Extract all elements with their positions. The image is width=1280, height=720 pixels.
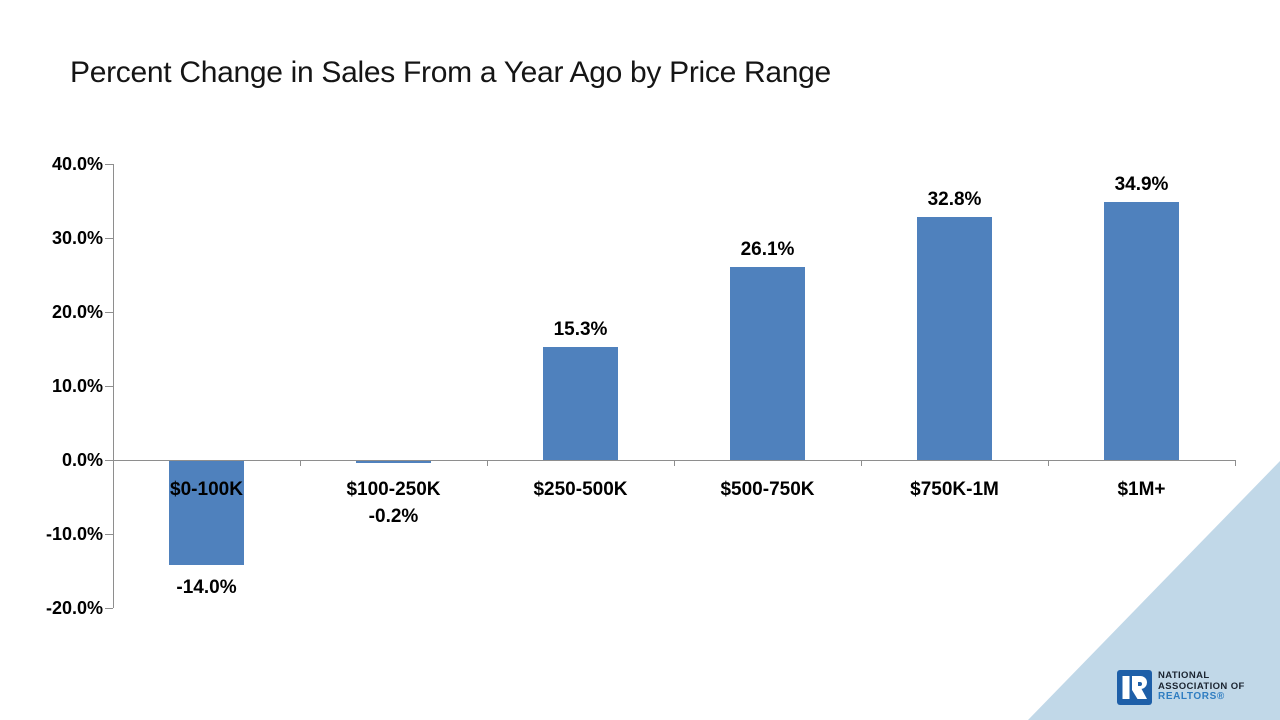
x-axis-category-label: $500-750K <box>720 479 815 500</box>
bar <box>169 461 244 565</box>
bar-value-label: -14.0% <box>176 576 237 598</box>
bar-value-label: -0.2% <box>368 506 419 527</box>
x-axis-category-label: $750K-1M <box>910 479 999 500</box>
nar-logo-line2: ASSOCIATION OF <box>1158 680 1245 692</box>
nar-logo-line3: REALTORS® <box>1158 691 1225 703</box>
y-axis-tick <box>105 608 113 609</box>
y-axis-tick-label: 10.0% <box>51 376 103 396</box>
y-axis-line <box>113 164 114 608</box>
bar <box>730 266 805 460</box>
y-axis-tick-label: 30.0% <box>51 228 103 248</box>
y-axis-tick-label: 0.0% <box>61 450 103 470</box>
x-axis-tick <box>300 460 301 466</box>
x-axis-category-label: $100-250K <box>346 479 441 500</box>
x-axis-tick <box>487 460 488 466</box>
bar <box>356 461 431 463</box>
x-axis-tick <box>674 460 675 466</box>
chart-title: Percent Change in Sales From a Year Ago … <box>70 56 831 89</box>
x-axis-category-label: $0-100K <box>170 479 243 500</box>
nar-logo-line1: NATIONAL <box>1158 670 1210 682</box>
bar-value-label: 15.3% <box>553 318 608 340</box>
y-axis-tick <box>105 238 113 239</box>
y-axis-tick-label: 40.0% <box>51 154 103 174</box>
bar <box>1104 201 1179 460</box>
x-axis-tick <box>1235 460 1236 466</box>
x-axis-tick <box>1048 460 1049 466</box>
y-axis-tick <box>105 312 113 313</box>
y-axis-tick-label: -20.0% <box>45 598 103 618</box>
nar-logo: NATIONAL ASSOCIATION OF REALTORS® <box>1117 668 1267 706</box>
y-axis-tick <box>105 386 113 387</box>
bar-value-label: 26.1% <box>740 238 795 260</box>
y-axis-tick <box>105 534 113 535</box>
y-axis-tick-label: -10.0% <box>45 524 103 544</box>
y-axis-tick <box>105 164 113 165</box>
x-axis-tick <box>861 460 862 466</box>
bar <box>917 217 992 460</box>
bar-value-label: 32.8% <box>927 189 982 211</box>
x-axis-category-label: $250-500K <box>533 479 628 500</box>
bar <box>543 346 618 460</box>
nar-logo-text: NATIONAL ASSOCIATION OF REALTORS® <box>1158 671 1245 703</box>
nar-realtor-r-icon <box>1117 669 1152 705</box>
x-axis-category-label: $1M+ <box>1117 479 1166 500</box>
bar-value-label: 34.9% <box>1114 173 1169 195</box>
y-axis-tick-label: 20.0% <box>51 302 103 322</box>
y-axis-tick <box>105 460 113 461</box>
